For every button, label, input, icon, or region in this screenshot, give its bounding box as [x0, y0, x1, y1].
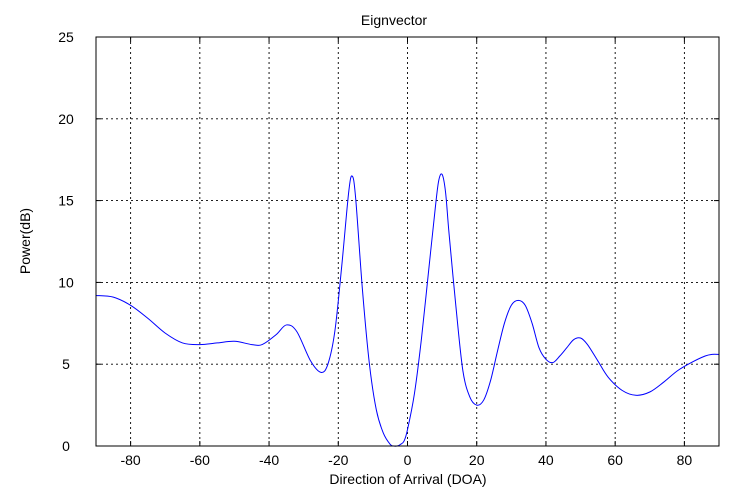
y-tick-label: 20 [58, 111, 74, 127]
y-tick-label: 5 [62, 356, 70, 372]
x-tick-label: 80 [677, 452, 693, 468]
chart-title: Eignvector [361, 12, 427, 28]
plot-frame [95, 36, 720, 447]
x-tick-label: 60 [607, 452, 623, 468]
x-tick-label: 0 [404, 452, 412, 468]
y-tick-label: 10 [58, 274, 74, 290]
series-group [95, 173, 720, 447]
y-tick-label: 0 [62, 438, 70, 454]
x-tick-label: -40 [259, 452, 279, 468]
y-tick-label: 25 [58, 29, 74, 45]
x-tick-label: 20 [469, 452, 485, 468]
series-line [95, 173, 720, 447]
y-ticks: 0 5 10 15 20 25 [58, 29, 719, 454]
y-axis-label: Power(dB) [17, 208, 33, 274]
x-axis-label: Direction of Arrival (DOA) [329, 471, 486, 487]
x-tick-label: -80 [120, 452, 140, 468]
x-tick-label: -60 [190, 452, 210, 468]
x-tick-label: -20 [328, 452, 348, 468]
x-tick-label: 40 [538, 452, 554, 468]
grid [96, 37, 719, 446]
x-ticks: -80 -60 -40 -20 0 20 40 60 80 [120, 37, 692, 468]
y-tick-label: 15 [58, 193, 74, 209]
